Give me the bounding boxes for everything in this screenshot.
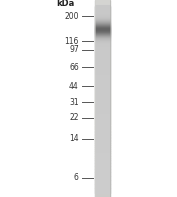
Text: 14: 14 xyxy=(69,134,79,143)
Text: 97: 97 xyxy=(69,45,79,54)
Text: 22: 22 xyxy=(69,113,79,123)
Text: 116: 116 xyxy=(64,37,79,46)
Text: 66: 66 xyxy=(69,63,79,72)
Text: 44: 44 xyxy=(69,82,79,91)
Text: 31: 31 xyxy=(69,98,79,107)
Text: 6: 6 xyxy=(74,173,79,182)
Text: kDa: kDa xyxy=(56,0,74,8)
Text: 200: 200 xyxy=(64,12,79,21)
